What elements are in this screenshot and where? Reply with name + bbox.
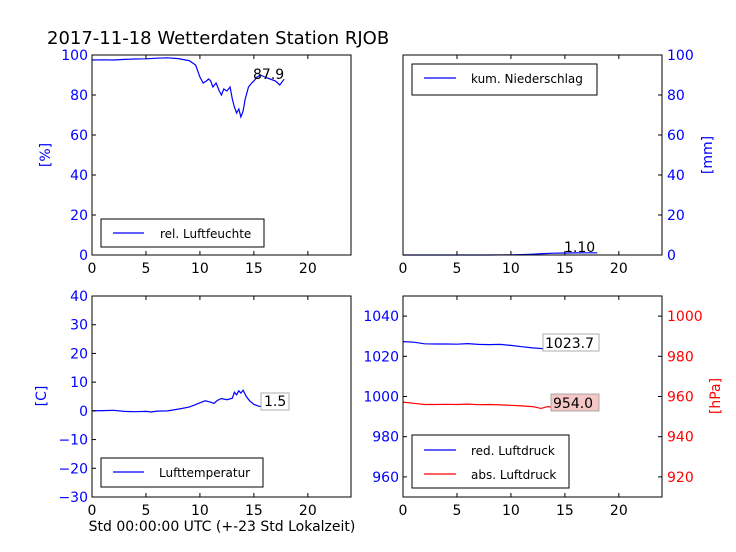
temperature-y-ticks-label: 20	[70, 346, 88, 362]
humidity-y-ticks-label: 60	[70, 128, 88, 144]
pressure-y-ticks-left-label: 1000	[363, 390, 399, 406]
temperature-x-tick-label: 20	[299, 503, 317, 519]
pressure-x-tick-label: 5	[452, 503, 461, 519]
precipitation-x-tick-label: 0	[399, 261, 408, 277]
precipitation-y-ticks-label: 80	[667, 88, 685, 104]
temperature-y-ticks-label: −30	[58, 490, 88, 506]
temperature-y-ticks-label: −20	[58, 461, 88, 477]
pressure-y-ticks-left-label: 1020	[363, 349, 399, 365]
temperature-legend-label: Lufttemperatur	[159, 466, 250, 480]
precipitation-x-tick-label: 5	[452, 261, 461, 277]
precipitation-y-ticks-label: 40	[667, 168, 685, 184]
precipitation-x-tick-label: 20	[610, 261, 628, 277]
humidity-y-ticks: 0 20 40 60 80 100	[61, 48, 96, 264]
humidity-y-ticks-label: 20	[70, 208, 88, 224]
pressure-y-ticks-right-label: 920	[667, 470, 694, 486]
pressure-legend-box	[411, 434, 570, 489]
temperature-annotation-box	[260, 392, 290, 411]
pressure-x-tick-label: 0	[399, 503, 408, 519]
humidity-y-ticks-label: 80	[70, 88, 88, 104]
x-axis-label: Std 00:00:00 UTC (+-23 Std Lokalzeit)	[89, 519, 356, 535]
precipitation-x-tick-label: 15	[556, 261, 574, 277]
pressure-y-ticks-left: 960 980 1000 1020 1040	[363, 309, 407, 486]
pressure-y-ticks-right: 920 940 960 980 1000	[658, 309, 703, 486]
pressure-x-ticks: 0 5 10 15 20	[399, 296, 628, 519]
temperature-y-ticks-label: 30	[70, 318, 88, 334]
precipitation-x-tick-label: 10	[502, 261, 520, 277]
precipitation-y-ticks: 0 20 40 60 80 100	[658, 48, 694, 264]
pressure-panel: 0 5 10 15 20 960 980 1000 1020 1040 920 940 960 980…	[363, 295, 724, 519]
precipitation-x-ticks: 0 5 10 15 20	[399, 55, 628, 277]
humidity-legend: rel. Luftfeuchte	[100, 218, 265, 248]
pressure-y-ticks-right-label: 940	[667, 430, 694, 446]
humidity-value-annotation: 87.9	[253, 67, 284, 83]
precipitation-y-axis-label: [mm]	[700, 136, 716, 174]
temperature-y-ticks-label: 10	[70, 375, 88, 391]
pressure-x-tick-label: 15	[556, 503, 574, 519]
pressure-y-ticks-right-label: 960	[667, 390, 694, 406]
precipitation-y-ticks-label: 20	[667, 208, 685, 224]
precipitation-y-ticks-label: 100	[667, 48, 694, 64]
temperature-y-ticks-label: 40	[70, 289, 88, 305]
pressure-y-ticks-right-label: 1000	[667, 309, 703, 325]
figure-title: 2017-11-18 Wetterdaten Station RJOB	[47, 28, 389, 49]
pressure-y-ticks-left-label: 980	[372, 430, 399, 446]
pressure-legend-label-abs: abs. Luftdruck	[471, 468, 556, 482]
pressure-legend-label-red: red. Luftdruck	[471, 444, 555, 458]
humidity-axes-frame	[91, 54, 352, 256]
humidity-x-ticks: 0 5 10 15 20	[88, 55, 317, 277]
pressure-legend: red. Luftdruck abs. Luftdruck	[411, 434, 570, 489]
temperature-panel: 0 5 10 15 20 −30 −20 −10 0 10 20 30 40 [C] 1.5 Luft…	[34, 289, 352, 519]
pressure-y-ticks-right-label: 980	[667, 349, 694, 365]
precipitation-y-ticks-label: 60	[667, 128, 685, 144]
precipitation-legend: kum. Niederschlag	[411, 63, 598, 96]
humidity-x-tick-label: 0	[88, 261, 97, 277]
precipitation-panel: 0 5 10 15 20 0 20 40 60 80 100 [mm] 1.10 kum. Nie…	[399, 48, 716, 277]
precipitation-axes-frame	[402, 54, 663, 256]
temperature-line-layer	[91, 389, 285, 413]
precipitation-y-ticks-label: 0	[667, 248, 676, 264]
pressure-y-axis-label: [hPa]	[708, 378, 724, 414]
temperature-y-axis-label: [C]	[34, 386, 50, 407]
temperature-value-annotation: 1.5	[264, 394, 286, 410]
pressure-abs-value-annotation: 954.0	[553, 396, 593, 412]
humidity-legend-label: rel. Luftfeuchte	[160, 227, 251, 241]
precipitation-legend-box	[411, 63, 598, 96]
temperature-x-tick-label: 5	[141, 503, 150, 519]
humidity-y-ticks-label: 0	[79, 248, 88, 264]
temperature-x-tick-label: 0	[88, 503, 97, 519]
humidity-y-axis-label: [%]	[38, 143, 54, 167]
pressure-y-ticks-left-label: 1040	[363, 309, 399, 325]
temperature-legend: Lufttemperatur	[100, 457, 264, 488]
temperature-x-tick-label: 15	[245, 503, 263, 519]
temperature-series-line-0	[91, 389, 285, 413]
precipitation-value-annotation: 1.10	[564, 240, 595, 256]
humidity-x-tick-label: 10	[191, 261, 209, 277]
humidity-line-layer	[91, 57, 285, 120]
precipitation-legend-label: kum. Niederschlag	[471, 72, 583, 86]
temperature-x-tick-label: 10	[191, 503, 209, 519]
humidity-x-tick-label: 5	[141, 261, 150, 277]
humidity-x-tick-label: 15	[245, 261, 263, 277]
pressure-abs-annotation-box	[550, 393, 600, 412]
pressure-x-tick-label: 20	[610, 503, 628, 519]
temperature-y-ticks-label: 0	[79, 404, 88, 420]
temperature-y-ticks: −30 −20 −10 0 10 20 30 40	[58, 289, 96, 506]
pressure-y-ticks-left-label: 960	[372, 470, 399, 486]
humidity-y-ticks-label: 100	[61, 48, 88, 64]
pressure-red-value-annotation: 1023.7	[545, 336, 594, 352]
pressure-red-annotation-box	[542, 333, 600, 352]
humidity-x-tick-label: 20	[299, 261, 317, 277]
humidity-panel: 0 5 10 15 20 0 20 40 60 80 100 [%] 87.9 rel. Luft…	[38, 48, 352, 277]
temperature-x-ticks: 0 5 10 15 20	[88, 296, 317, 519]
temperature-axes-frame	[91, 295, 352, 498]
humidity-series-line-0	[91, 57, 285, 120]
humidity-y-ticks-label: 40	[70, 168, 88, 184]
temperature-y-ticks-label: −10	[58, 433, 88, 449]
pressure-x-tick-label: 10	[502, 503, 520, 519]
